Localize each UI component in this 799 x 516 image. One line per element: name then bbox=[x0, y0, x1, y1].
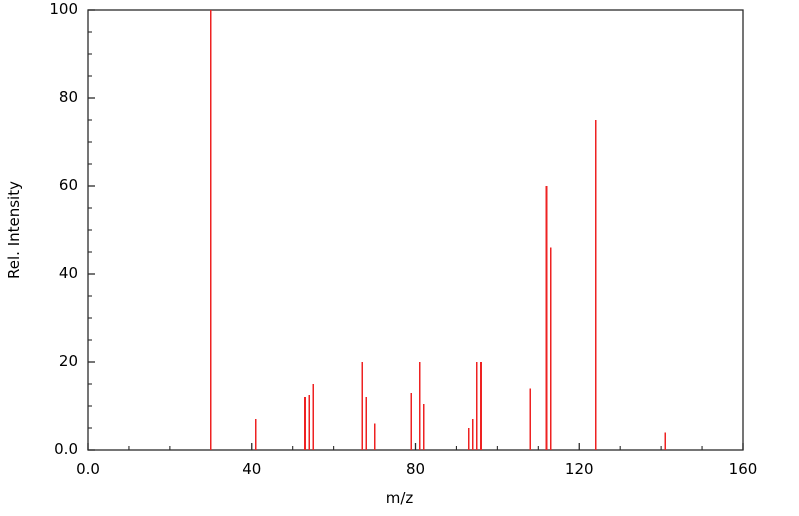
x-tick-label: 40 bbox=[242, 460, 262, 478]
y-tick-label: 100 bbox=[49, 0, 78, 18]
y-tick-label: 20 bbox=[58, 352, 78, 370]
x-tick-label: 0.0 bbox=[76, 460, 100, 478]
x-tick-label: 120 bbox=[564, 460, 594, 478]
y-tick-label: 60 bbox=[58, 176, 78, 194]
plot-frame bbox=[87, 9, 744, 451]
x-axis-title: m/z bbox=[385, 489, 414, 507]
x-tick-label: 80 bbox=[405, 460, 426, 478]
y-tick-label: 40 bbox=[58, 264, 78, 282]
x-tick-label: 160 bbox=[728, 460, 758, 478]
y-tick-label: 0.0 bbox=[54, 440, 78, 458]
y-tick-label: 80 bbox=[58, 88, 78, 106]
